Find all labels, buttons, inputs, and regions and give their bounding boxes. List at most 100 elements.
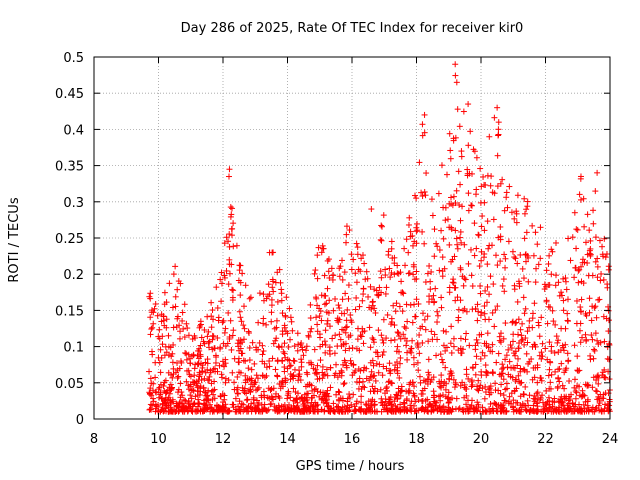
data-point [429, 212, 436, 219]
data-point [380, 212, 387, 219]
y-tick-label: 0 [76, 413, 84, 428]
data-point [150, 309, 157, 316]
data-point [320, 245, 327, 252]
data-point [473, 383, 480, 390]
data-point [327, 364, 334, 371]
data-point [524, 397, 531, 404]
data-point [216, 362, 223, 369]
data-point [413, 296, 420, 303]
data-point [278, 297, 285, 304]
data-point [197, 383, 204, 390]
data-point [359, 252, 366, 259]
data-point [497, 390, 504, 397]
data-point [343, 323, 350, 330]
data-point [592, 330, 599, 337]
data-point [377, 268, 384, 275]
data-point [185, 332, 192, 339]
data-point [465, 375, 472, 382]
data-point [284, 392, 291, 399]
data-point [367, 373, 374, 380]
data-point [386, 265, 393, 272]
data-point [521, 367, 528, 374]
data-point [400, 331, 407, 338]
data-point [268, 386, 275, 393]
data-point [307, 315, 314, 322]
data-point [425, 369, 432, 376]
data-point [234, 373, 241, 380]
data-point [194, 384, 201, 391]
data-point [257, 408, 264, 415]
x-tick-label: 20 [473, 432, 490, 447]
data-point [549, 403, 556, 410]
data-point [520, 366, 527, 373]
data-point [167, 371, 174, 378]
data-point [494, 303, 501, 310]
data-point [395, 330, 402, 337]
data-point [583, 336, 590, 343]
data-point [481, 340, 488, 347]
data-point [439, 254, 446, 261]
data-point [377, 386, 384, 393]
data-point [208, 313, 215, 320]
data-point [575, 267, 582, 274]
data-point [411, 361, 418, 368]
data-point [246, 357, 253, 364]
data-point [360, 285, 367, 292]
data-point [217, 344, 224, 351]
data-point [538, 377, 545, 384]
data-point [238, 400, 245, 407]
data-point [301, 405, 308, 412]
data-point [148, 326, 155, 333]
data-point [558, 393, 565, 400]
data-point [449, 256, 456, 263]
data-point [256, 339, 263, 346]
data-point [459, 379, 466, 386]
data-point [531, 300, 538, 307]
data-point [218, 406, 225, 413]
data-point [170, 324, 177, 331]
data-point [561, 395, 568, 402]
data-point [421, 385, 428, 392]
data-point [522, 258, 529, 265]
data-point [452, 297, 459, 304]
data-point [477, 382, 484, 389]
data-point [281, 324, 288, 331]
data-point [394, 370, 401, 377]
data-point [574, 353, 581, 360]
data-point [605, 263, 612, 270]
data-point [538, 314, 545, 321]
data-point [226, 256, 233, 263]
y-tick-label: 0.2 [63, 268, 84, 283]
data-point [416, 373, 423, 380]
data-point [379, 336, 386, 343]
data-point [156, 326, 163, 333]
data-point [225, 408, 232, 415]
data-point [586, 309, 593, 316]
data-point [408, 345, 415, 352]
data-point [481, 395, 488, 402]
data-point [564, 310, 571, 317]
data-point [183, 405, 190, 412]
data-point [500, 408, 507, 415]
data-point [419, 228, 426, 235]
data-point [319, 375, 326, 382]
data-point [595, 380, 602, 387]
data-point [592, 234, 599, 241]
data-point [529, 222, 536, 229]
data-point [304, 371, 311, 378]
data-point [421, 240, 428, 247]
data-point [482, 287, 489, 294]
data-point [256, 290, 263, 297]
data-point [245, 365, 252, 372]
data-point [350, 361, 357, 368]
data-point [253, 387, 260, 394]
data-point [170, 271, 177, 278]
data-point [206, 401, 213, 408]
data-point [221, 329, 228, 336]
data-point [270, 288, 277, 295]
data-point [357, 332, 364, 339]
data-point [526, 317, 533, 324]
data-point [455, 306, 462, 313]
data-point [272, 279, 279, 286]
data-point [536, 352, 543, 359]
